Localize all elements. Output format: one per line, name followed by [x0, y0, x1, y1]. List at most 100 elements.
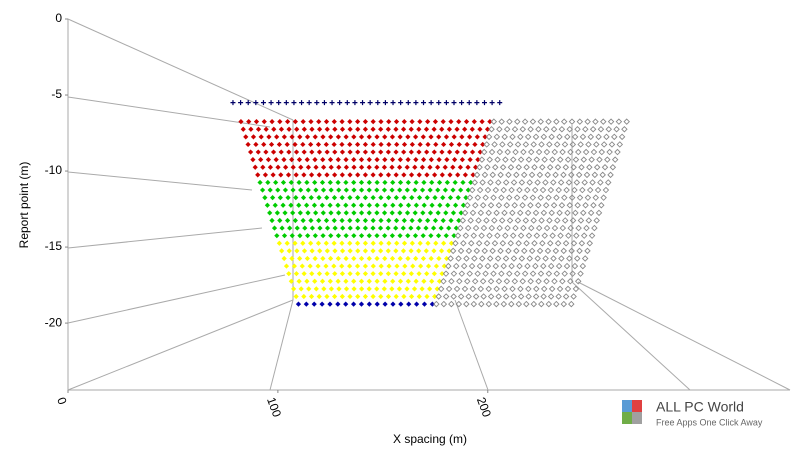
open-diamond-marker — [483, 240, 491, 247]
open-diamond-marker — [532, 133, 540, 141]
diamond-marker — [401, 195, 407, 201]
open-diamond-marker — [550, 255, 557, 262]
open-diamond-marker — [433, 300, 440, 308]
diamond-marker — [355, 225, 361, 231]
open-diamond-marker — [537, 270, 545, 277]
plus-marker — [398, 100, 404, 106]
diamond-marker — [335, 301, 341, 307]
open-diamond-marker — [566, 125, 573, 133]
plus-marker — [352, 100, 358, 106]
plus-marker — [253, 100, 259, 106]
diamond-marker — [472, 164, 479, 170]
open-diamond-marker — [525, 293, 532, 300]
open-diamond-marker — [616, 141, 624, 148]
open-diamond-marker — [531, 240, 538, 247]
plus-marker — [466, 100, 472, 106]
diamond-marker — [354, 141, 361, 148]
diamond-marker — [362, 149, 369, 155]
diamond-marker — [389, 187, 395, 193]
open-diamond-marker — [596, 156, 603, 163]
open-diamond-marker — [618, 133, 626, 141]
open-diamond-marker — [532, 209, 540, 217]
diamond-marker — [240, 126, 246, 132]
diamond-marker — [331, 240, 337, 246]
diamond-marker — [351, 157, 357, 163]
plus-marker — [260, 100, 266, 106]
open-diamond-marker — [564, 133, 571, 141]
open-diamond-marker — [516, 186, 523, 194]
open-diamond-marker — [485, 133, 493, 141]
diamond-marker — [351, 255, 357, 262]
diamond-marker — [412, 187, 418, 193]
diamond-marker — [286, 126, 292, 132]
diamond-marker — [272, 202, 278, 208]
open-diamond-marker — [535, 278, 542, 285]
open-diamond-marker — [539, 240, 546, 247]
open-diamond-marker — [496, 224, 503, 232]
open-diamond-marker — [580, 209, 587, 217]
diamond-marker — [433, 141, 439, 148]
diamond-marker — [456, 119, 462, 125]
diamond-marker — [381, 164, 388, 170]
open-diamond-marker — [518, 179, 526, 186]
open-diamond-marker — [476, 262, 484, 270]
diamond-marker — [362, 141, 369, 148]
open-diamond-marker — [586, 164, 593, 171]
diamond-marker — [431, 149, 437, 155]
open-diamond-marker — [471, 255, 478, 262]
diamond-marker — [270, 149, 277, 155]
open-diamond-marker — [560, 171, 567, 179]
diamond-marker — [462, 126, 468, 132]
open-diamond-marker — [574, 202, 581, 209]
diamond-marker — [306, 286, 312, 292]
open-diamond-marker — [507, 164, 515, 171]
diamond-marker — [289, 157, 295, 163]
diamond-marker — [327, 255, 334, 262]
open-diamond-marker — [476, 186, 484, 194]
diamond-marker — [401, 141, 408, 148]
open-diamond-marker — [499, 164, 507, 171]
open-diamond-marker — [597, 179, 604, 186]
diamond-marker — [408, 126, 414, 132]
diamond-marker — [454, 126, 460, 132]
open-diamond-marker — [492, 164, 499, 171]
diamond-marker — [362, 271, 369, 277]
open-diamond-marker — [561, 217, 569, 224]
open-diamond-marker — [495, 293, 502, 300]
open-diamond-marker — [509, 232, 517, 239]
diamond-marker — [343, 157, 349, 163]
open-diamond-marker — [545, 194, 552, 201]
open-diamond-marker — [577, 270, 584, 277]
diamond-marker — [274, 210, 280, 216]
plus-marker — [329, 100, 335, 106]
diamond-marker — [327, 301, 333, 307]
diamond-marker — [450, 164, 456, 170]
open-diamond-marker — [595, 209, 603, 217]
open-diamond-marker — [535, 148, 543, 156]
diamond-marker — [370, 149, 376, 155]
diamond-marker — [378, 126, 384, 132]
open-diamond-marker — [495, 179, 502, 186]
diamond-marker — [308, 293, 315, 300]
open-diamond-marker — [566, 255, 573, 262]
diamond-marker — [404, 187, 410, 193]
diamond-marker — [309, 225, 315, 231]
diamond-marker — [374, 301, 380, 307]
open-diamond-marker — [492, 262, 500, 270]
diamond-marker — [297, 255, 303, 262]
diamond-marker — [374, 202, 380, 208]
diamond-marker — [477, 149, 483, 155]
diamond-marker — [487, 119, 493, 125]
open-diamond-marker — [517, 285, 524, 293]
diamond-marker — [408, 172, 415, 178]
diamond-marker — [258, 157, 264, 163]
diamond-marker — [309, 271, 315, 277]
open-diamond-marker — [605, 125, 613, 133]
diamond-marker — [331, 141, 337, 148]
open-diamond-marker — [536, 171, 544, 179]
diamond-marker — [440, 195, 446, 201]
plus-marker — [360, 100, 366, 106]
diamond-marker — [366, 301, 372, 307]
open-diamond-marker — [481, 171, 489, 179]
open-diamond-marker — [474, 194, 482, 201]
